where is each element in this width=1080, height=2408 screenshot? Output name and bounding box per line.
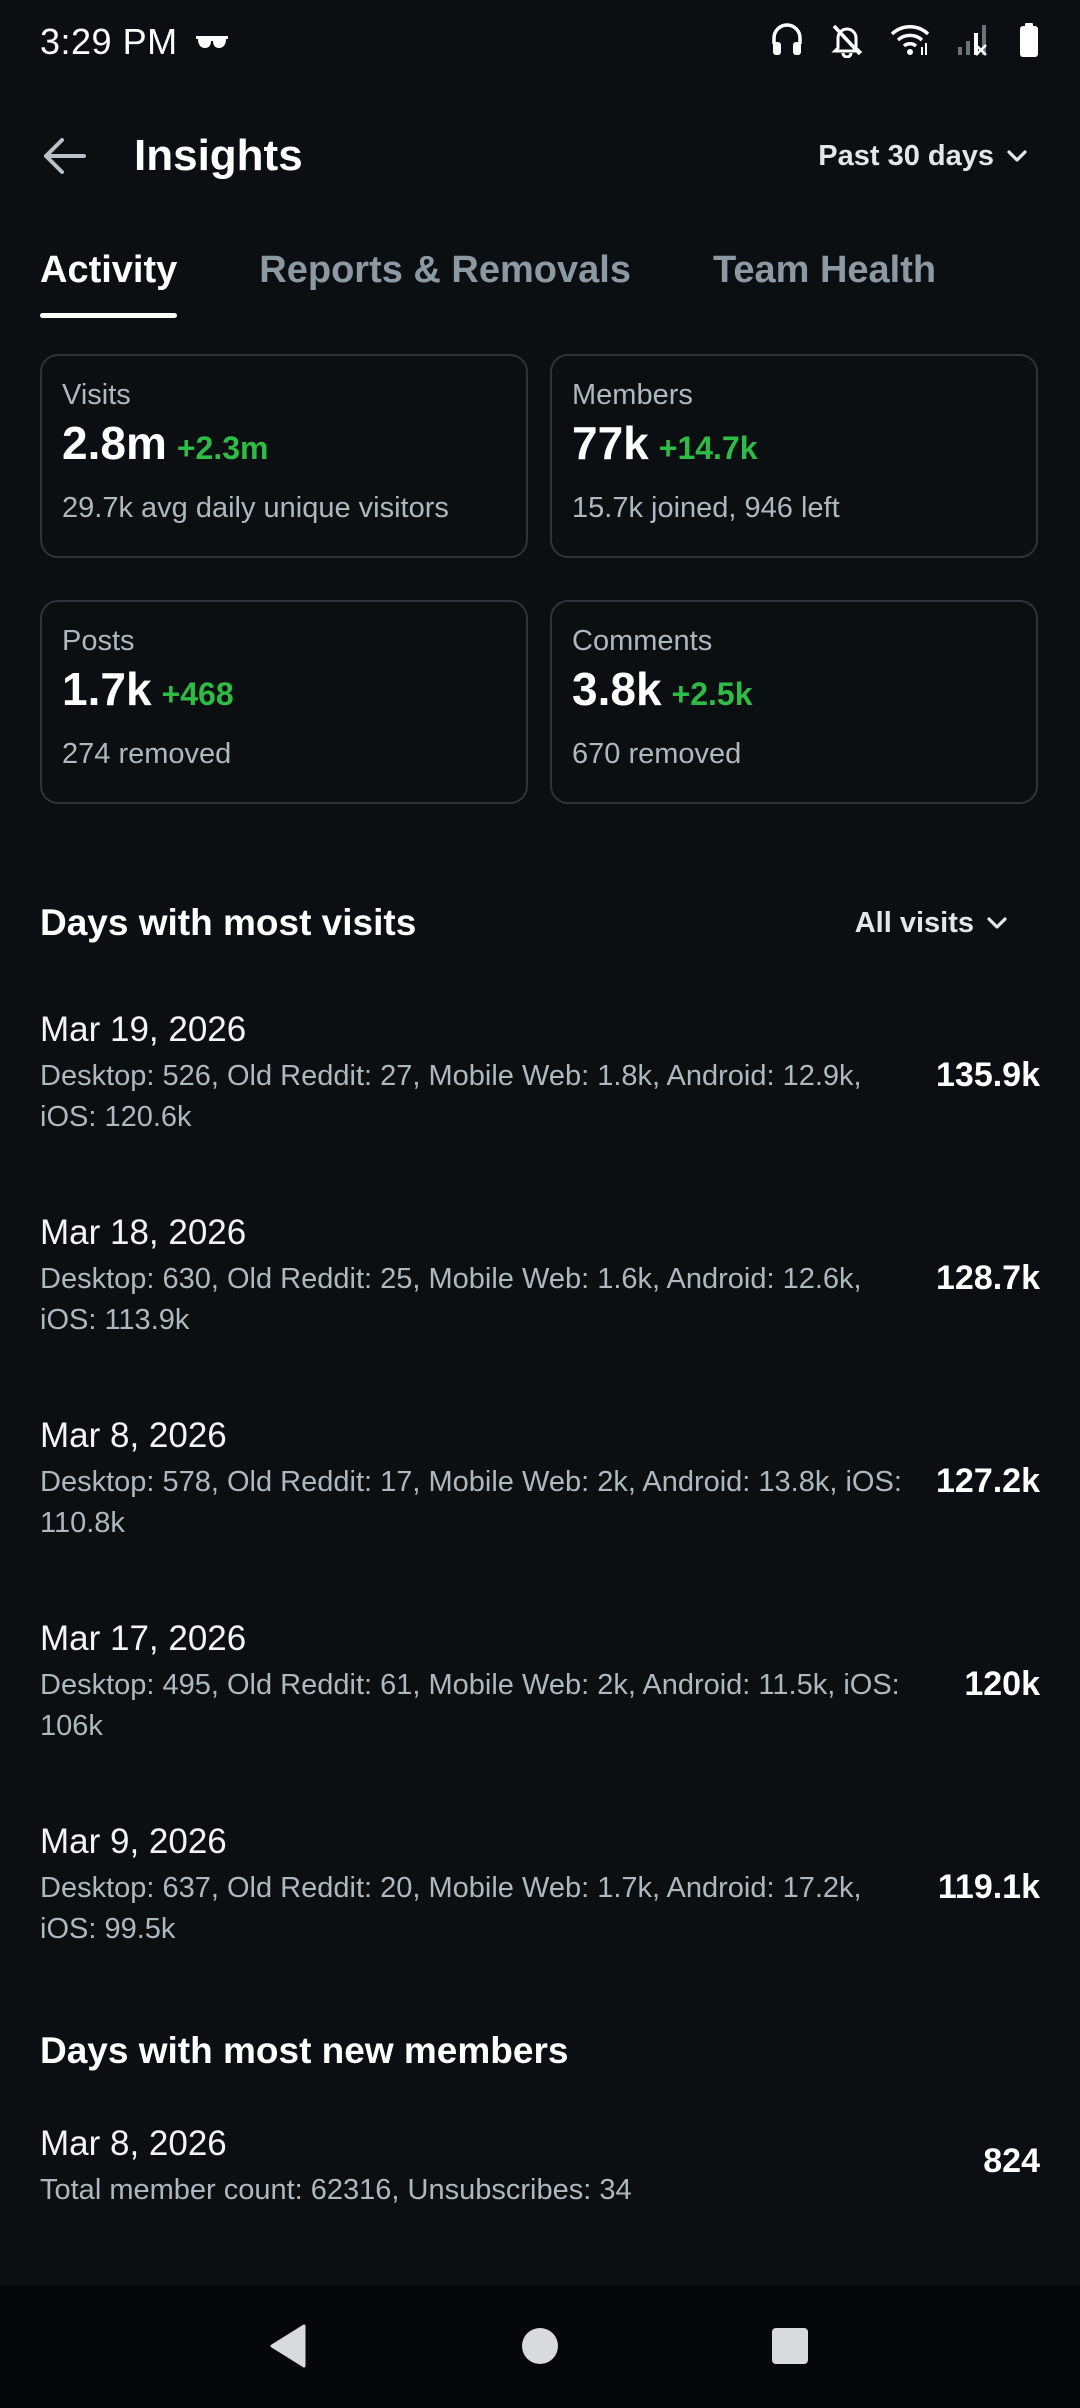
card-subtext: 15.7k joined, 946 left (572, 492, 840, 524)
tab-team-health[interactable]: Team Health (712, 249, 937, 291)
visits-filter-dropdown[interactable]: All visits (855, 907, 1010, 940)
visits-section-header: Days with most visits All visits (40, 902, 1040, 944)
row-detail: Desktop: 526, Old Reddit: 27, Mobile Web… (40, 1060, 862, 1133)
list-item[interactable]: Mar 19, 2026 Desktop: 526, Old Reddit: 2… (40, 1006, 1040, 1209)
status-bar: 3:29 PM (0, 0, 1080, 84)
card-value-row: 3.8k +2.5k (572, 662, 1016, 716)
card-label: Comments (572, 625, 713, 657)
row-total: 128.7k (936, 1259, 1040, 1297)
date-range-label: Past 30 days (818, 139, 994, 172)
row-detail: Desktop: 637, Old Reddit: 20, Mobile Web… (40, 1872, 862, 1945)
row-date: Mar 8, 2026 (40, 2124, 227, 2163)
insights-tabs: Activity Reports & Removals Team Health (40, 240, 937, 318)
visits-list: Mar 19, 2026 Desktop: 526, Old Reddit: 2… (40, 1006, 1040, 2021)
members-list: Mar 8, 2026 Total member count: 62316, U… (40, 2120, 1040, 2240)
card-label: Posts (62, 625, 135, 657)
row-total: 120k (964, 1665, 1040, 1703)
arrow-left-icon (44, 138, 86, 174)
members-section-header: Days with most new members (40, 2030, 1040, 2072)
row-date: Mar 19, 2026 (40, 1010, 247, 1049)
row-total: 824 (983, 2142, 1040, 2180)
row-total: 135.9k (936, 1056, 1040, 1094)
status-icons (770, 22, 1040, 63)
card-value: 3.8k (572, 663, 662, 715)
card-value-row: 1.7k +468 (62, 662, 506, 716)
list-item[interactable]: Mar 17, 2026 Desktop: 495, Old Reddit: 6… (40, 1615, 1040, 1818)
list-item[interactable]: Mar 8, 2026 Desktop: 578, Old Reddit: 17… (40, 1412, 1040, 1615)
list-item[interactable]: Mar 18, 2026 Desktop: 630, Old Reddit: 2… (40, 1209, 1040, 1412)
card-subtext: 670 removed (572, 738, 742, 770)
card-subtext: 29.7k avg daily unique visitors (62, 492, 449, 524)
row-date: Mar 9, 2026 (40, 1822, 227, 1861)
list-item[interactable]: Mar 8, 2026 Total member count: 62316, U… (40, 2120, 1040, 2240)
list-item[interactable]: Mar 9, 2026 Desktop: 637, Old Reddit: 20… (40, 1818, 1040, 2021)
back-triangle-icon (270, 2324, 306, 2368)
members-card[interactable]: Members 77k +14.7k 15.7k joined, 946 lef… (550, 354, 1038, 558)
back-button[interactable] (32, 124, 96, 188)
stat-cards: Visits 2.8m +2.3m 29.7k avg daily unique… (40, 354, 1040, 804)
card-delta: +14.7k (658, 430, 758, 466)
page-title: Insights (134, 131, 303, 180)
nav-back-button[interactable] (258, 2316, 318, 2376)
card-value: 1.7k (62, 663, 152, 715)
nav-home-button[interactable] (510, 2316, 570, 2376)
row-date: Mar 17, 2026 (40, 1619, 247, 1658)
home-circle-icon (522, 2328, 558, 2364)
signal-icon (956, 23, 992, 62)
recents-square-icon (772, 2328, 808, 2364)
card-subtext: 274 removed (62, 738, 232, 770)
row-detail: Desktop: 578, Old Reddit: 17, Mobile Web… (40, 1466, 902, 1539)
app-header: Insights Past 30 days (0, 112, 1080, 200)
card-delta: +2.5k (671, 676, 753, 712)
system-nav-bar (0, 2286, 1080, 2408)
card-label: Members (572, 379, 693, 411)
card-value: 2.8m (62, 417, 167, 469)
tab-reports-removals[interactable]: Reports & Removals (259, 249, 631, 291)
card-label: Visits (62, 379, 131, 411)
section-title: Days with most new members (40, 2030, 569, 2071)
glasses-icon (194, 32, 230, 52)
posts-card[interactable]: Posts 1.7k +468 274 removed (40, 600, 528, 804)
section-title: Days with most visits (40, 902, 417, 943)
card-delta: +2.3m (176, 430, 269, 466)
row-total: 127.2k (936, 1462, 1040, 1500)
chevron-down-icon (1007, 150, 1027, 162)
comments-card[interactable]: Comments 3.8k +2.5k 670 removed (550, 600, 1038, 804)
filter-label: All visits (854, 906, 974, 939)
battery-icon (1018, 22, 1040, 63)
visits-card[interactable]: Visits 2.8m +2.3m 29.7k avg daily unique… (40, 354, 528, 558)
row-date: Mar 8, 2026 (40, 1416, 227, 1455)
chevron-down-icon (987, 917, 1007, 929)
bell-off-icon (830, 22, 864, 63)
card-value-row: 77k +14.7k (572, 416, 1016, 470)
nav-recents-button[interactable] (760, 2316, 820, 2376)
status-time: 3:29 PM (40, 21, 178, 62)
tab-activity[interactable]: Activity (40, 240, 178, 318)
row-total: 119.1k (937, 1868, 1040, 1906)
card-delta: +468 (161, 676, 234, 712)
row-detail: Desktop: 495, Old Reddit: 61, Mobile Web… (40, 1669, 900, 1742)
row-date: Mar 18, 2026 (40, 1213, 247, 1252)
card-value-row: 2.8m +2.3m (62, 416, 506, 470)
headphones-icon (770, 22, 804, 63)
row-detail: Total member count: 62316, Unsubscribes:… (40, 2174, 632, 2206)
date-range-dropdown[interactable]: Past 30 days (818, 140, 1030, 173)
wifi-icon (890, 23, 930, 62)
row-detail: Desktop: 630, Old Reddit: 25, Mobile Web… (40, 1263, 862, 1336)
card-value: 77k (572, 417, 649, 469)
